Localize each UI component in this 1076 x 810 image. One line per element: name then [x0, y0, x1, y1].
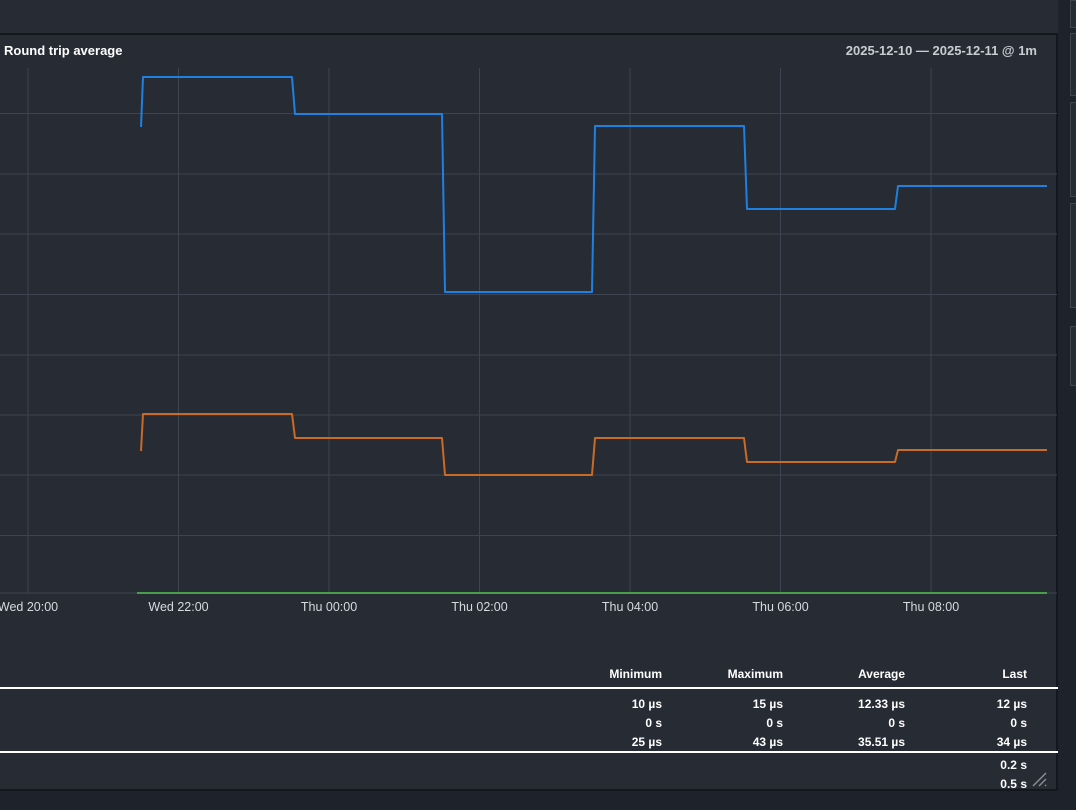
column-header-last: Last — [1002, 666, 1027, 681]
legend-row: 25 µs 43 µs 35.51 µs 34 µs — [0, 732, 1058, 751]
cell-last: 0 s — [1010, 715, 1027, 730]
footer-row: 0.2 s — [0, 755, 1058, 774]
x-tick-label: Thu 02:00 — [451, 600, 508, 614]
cell-last: 0.2 s — [1000, 757, 1027, 772]
cell-average: 35.51 µs — [858, 734, 905, 749]
legend-row: 10 µs 15 µs 12.33 µs 12 µs — [0, 694, 1058, 713]
cell-last: 12 µs — [996, 696, 1027, 711]
cropped-widget — [1070, 33, 1076, 96]
cell-minimum: 25 µs — [631, 734, 662, 749]
legend-table: Minimum Maximum Average Last 10 µs 15 µs… — [0, 660, 1058, 793]
column-header-minimum: Minimum — [609, 666, 662, 681]
cropped-widget — [1070, 102, 1076, 197]
x-tick-label: Thu 06:00 — [752, 600, 809, 614]
cell-maximum: 43 µs — [752, 734, 783, 749]
cell-average: 0 s — [888, 715, 905, 730]
widget-above-edge — [0, 0, 1058, 35]
x-tick-label: Wed 20:00 — [0, 600, 59, 614]
x-tick-label: Wed 22:00 — [148, 600, 209, 614]
x-tick-label: Thu 04:00 — [601, 600, 659, 614]
resize-handle-icon[interactable] — [1029, 769, 1049, 791]
cell-maximum: 0 s — [766, 715, 783, 730]
cell-maximum: 15 µs — [752, 696, 783, 711]
footer-row: 0.5 s — [0, 774, 1058, 793]
cropped-widget — [1070, 326, 1076, 386]
series-1-blue — [140, 76, 1047, 293]
legend-row: 0 s 0 s 0 s 0 s — [0, 713, 1058, 732]
series-3-orange — [140, 413, 1047, 476]
cell-last: 0.5 s — [1000, 776, 1027, 791]
column-header-average: Average — [858, 666, 905, 681]
widget-title: Round trip average — [4, 43, 123, 58]
column-header-maximum: Maximum — [727, 666, 783, 681]
cell-last: 34 µs — [996, 734, 1027, 749]
x-tick-label: Thu 08:00 — [902, 600, 960, 614]
legend-body: 10 µs 15 µs 12.33 µs 12 µs 0 s 0 s 0 s 0… — [0, 689, 1058, 753]
cell-minimum: 10 µs — [631, 696, 662, 711]
x-tick-label: Thu 00:00 — [300, 600, 358, 614]
cell-average: 12.33 µs — [858, 696, 905, 711]
cropped-widget — [1070, 203, 1076, 308]
legend-footer: 0.2 s 0.5 s — [0, 753, 1058, 793]
cropped-widget — [1070, 0, 1076, 28]
cell-minimum: 0 s — [645, 715, 662, 730]
time-range-label: 2025-12-10 — 2025-12-11 @ 1m — [845, 43, 1037, 58]
legend-header: Minimum Maximum Average Last — [0, 660, 1058, 689]
